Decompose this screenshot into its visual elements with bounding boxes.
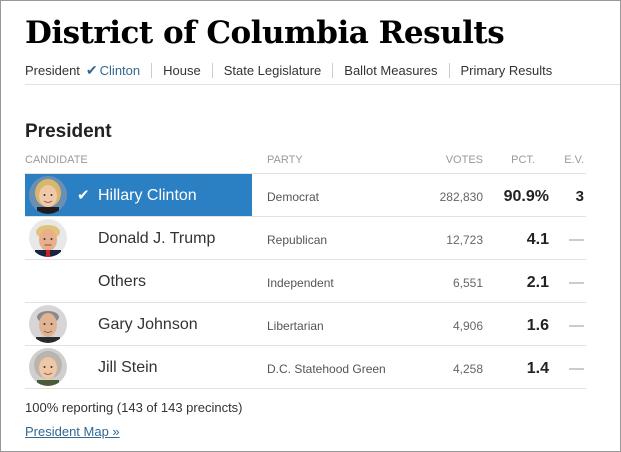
electoral-votes: —	[569, 317, 584, 334]
trump-photo	[29, 219, 67, 257]
party: Democrat	[267, 190, 320, 204]
party: Libertarian	[267, 319, 324, 333]
winner-check-icon: ✔	[77, 187, 90, 204]
table-row: Donald J. Trump Republican 12,723 4.1 —	[25, 217, 586, 260]
party: Republican	[267, 233, 328, 247]
nav-item-label: Primary Results	[460, 63, 553, 78]
votes: 12,723	[446, 233, 483, 247]
header-ev: E.V.	[564, 154, 584, 166]
check-icon: ✔	[85, 62, 98, 78]
reporting-status: 100% reporting (143 of 143 precincts)	[25, 400, 243, 415]
candidate-cell: Others	[25, 260, 252, 302]
pct: 90.9%	[503, 188, 549, 205]
party: D.C. Statehood Green	[267, 362, 386, 376]
header-candidate: Candidate	[25, 154, 88, 166]
nav-item-label: State Legislature	[223, 63, 322, 78]
candidate-name: Hillary Clinton	[98, 187, 197, 204]
electoral-votes: —	[569, 274, 584, 291]
candidate-cell: Donald J. Trump	[25, 217, 252, 259]
nav-item-label: Ballot Measures	[344, 63, 438, 78]
table-row: Jill Stein D.C. Statehood Green 4,258 1.…	[25, 346, 586, 389]
results-nav: President ✔ Clinton House State Legislat…	[25, 62, 563, 79]
nav-item-primary-results[interactable]: Primary Results	[448, 63, 564, 78]
nav-item-label: President	[25, 63, 80, 78]
stein-photo	[29, 348, 67, 386]
nav-item-sublabel[interactable]: Clinton	[99, 63, 141, 78]
nav-item-ballot-measures[interactable]: Ballot Measures	[332, 63, 448, 78]
table-row: ✔ Hillary Clinton Democrat 282,830 90.9%…	[25, 174, 586, 217]
candidate-cell: ✔ Hillary Clinton	[25, 174, 252, 216]
candidate-cell: Jill Stein	[25, 346, 252, 388]
table-header: Candidate Party Votes Pct. E.V.	[25, 152, 586, 172]
party: Independent	[267, 276, 334, 290]
nav-item-president[interactable]: President ✔ Clinton	[25, 62, 151, 79]
table-row: Others Independent 6,551 2.1 —	[25, 260, 586, 303]
nav-item-state-legislature[interactable]: State Legislature	[211, 63, 333, 78]
pct: 1.6	[526, 317, 549, 334]
candidate-name: Donald J. Trump	[98, 230, 216, 247]
pct: 2.1	[526, 274, 549, 291]
pct: 1.4	[526, 360, 549, 377]
candidate-name: Jill Stein	[98, 359, 158, 376]
johnson-photo	[29, 305, 67, 343]
clinton-photo	[29, 176, 67, 214]
electoral-votes: —	[569, 231, 584, 248]
president-map-link[interactable]: President Map »	[25, 424, 120, 439]
page-title: District of Columbia Results	[25, 15, 505, 51]
candidate-name: Others	[98, 273, 147, 290]
section-title: President	[25, 121, 112, 142]
nav-item-house[interactable]: House	[151, 63, 212, 78]
votes: 6,551	[452, 276, 483, 290]
header-pct: Pct.	[511, 154, 535, 166]
votes: 4,906	[452, 319, 483, 333]
pct: 4.1	[526, 231, 549, 248]
results-table: ✔ Hillary Clinton Democrat 282,830 90.9%…	[25, 173, 586, 389]
electoral-votes: 3	[575, 188, 584, 205]
votes: 282,830	[439, 190, 483, 204]
header-party: Party	[267, 154, 303, 166]
electoral-votes: —	[569, 360, 584, 377]
candidate-name: Gary Johnson	[98, 316, 198, 333]
candidate-cell: Gary Johnson	[25, 303, 252, 345]
table-row: Gary Johnson Libertarian 4,906 1.6 —	[25, 303, 586, 346]
nav-item-label: House	[163, 63, 201, 78]
votes: 4,258	[452, 362, 483, 376]
header-votes: Votes	[445, 154, 483, 166]
nav-divider	[25, 84, 620, 85]
